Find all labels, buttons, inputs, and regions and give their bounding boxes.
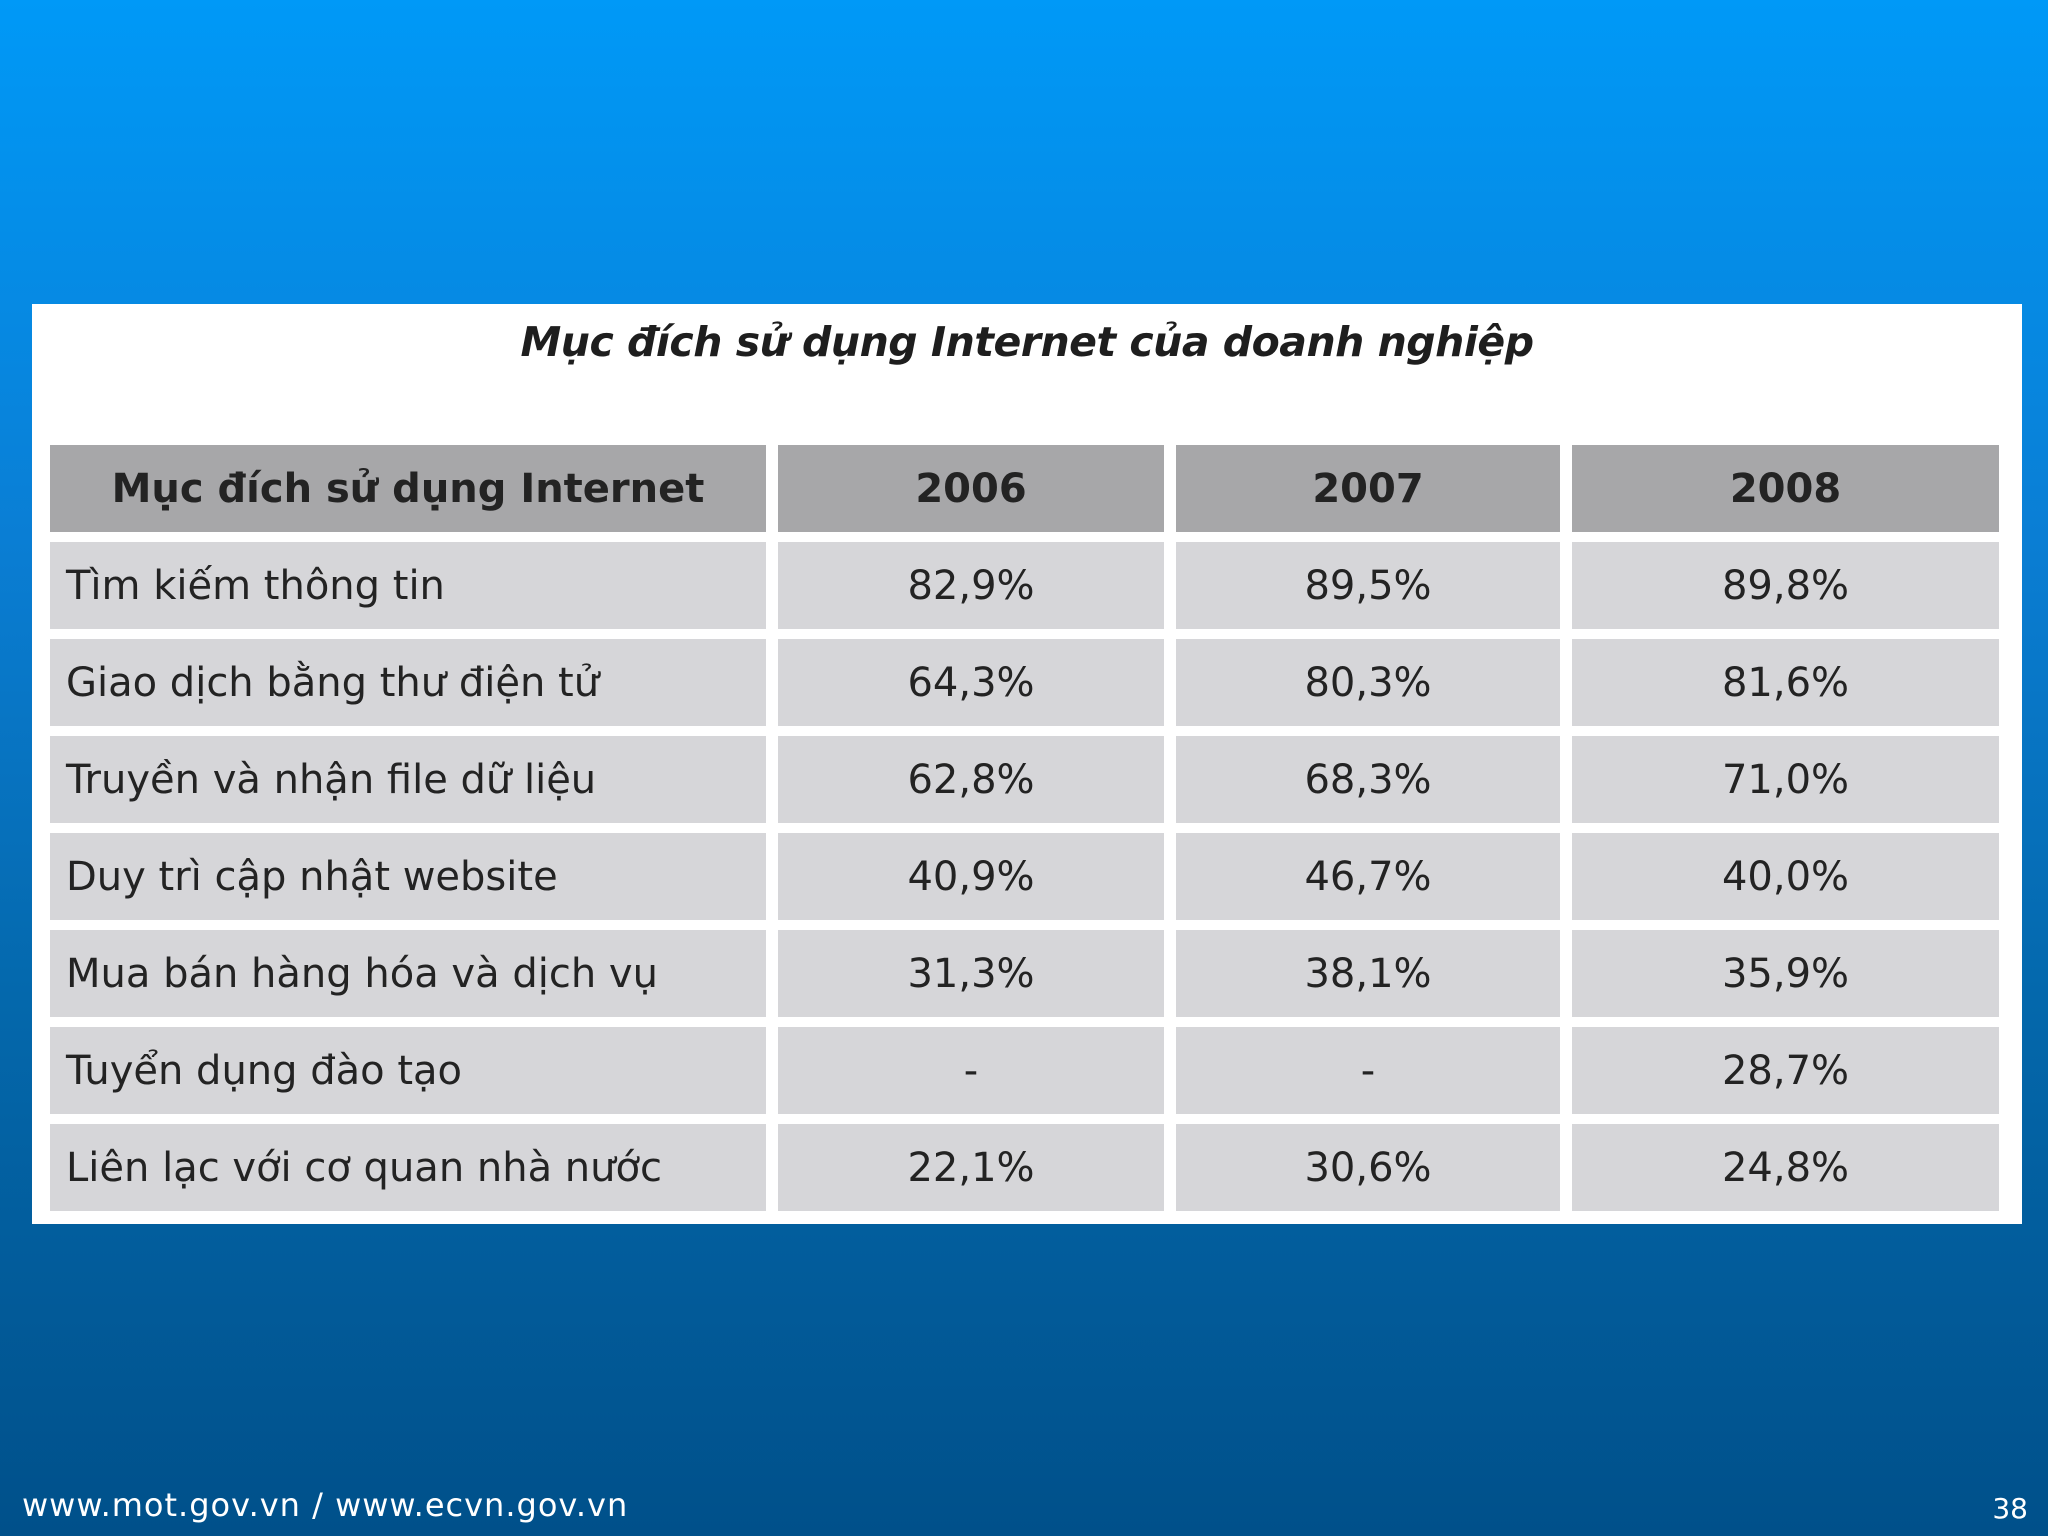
table-cell: 31,3% (778, 930, 1164, 1017)
table-row: Truyền và nhận file dữ liệu 62,8% 68,3% … (50, 736, 1999, 823)
footer-url: www.mot.gov.vn / www.ecvn.gov.vn (22, 1486, 629, 1524)
table-cell: 38,1% (1176, 930, 1560, 1017)
table-cell: 28,7% (1572, 1027, 1999, 1114)
data-table: Mục đích sử dụng Internet 2006 2007 2008… (38, 435, 2011, 1221)
table-row: Tuyển dụng đào tạo - - 28,7% (50, 1027, 1999, 1114)
table-cell: 22,1% (778, 1124, 1164, 1211)
header-row: Mục đích sử dụng Internet 2006 2007 2008 (50, 445, 1999, 532)
table-cell: 81,6% (1572, 639, 1999, 726)
table-cell: 40,0% (1572, 833, 1999, 920)
row-label: Giao dịch bằng thư điện tử (50, 639, 766, 726)
column-header: 2007 (1176, 445, 1560, 532)
table-row: Giao dịch bằng thư điện tử 64,3% 80,3% 8… (50, 639, 1999, 726)
table-cell: 71,0% (1572, 736, 1999, 823)
table-title: Mục đích sử dụng Internet của doanh nghi… (520, 318, 1534, 366)
table-cell: 80,3% (1176, 639, 1560, 726)
table-cell: 35,9% (1572, 930, 1999, 1017)
row-label: Tuyển dụng đào tạo (50, 1027, 766, 1114)
table-cell: 24,8% (1572, 1124, 1999, 1211)
table-cell: 64,3% (778, 639, 1164, 726)
table-row: Mua bán hàng hóa và dịch vụ 31,3% 38,1% … (50, 930, 1999, 1017)
column-header: 2006 (778, 445, 1164, 532)
row-label: Tìm kiếm thông tin (50, 542, 766, 629)
table-cell: 82,9% (778, 542, 1164, 629)
table-cell: - (1176, 1027, 1560, 1114)
table-row: Duy trì cập nhật website 40,9% 46,7% 40,… (50, 833, 1999, 920)
table-row: Liên lạc với cơ quan nhà nước 22,1% 30,6… (50, 1124, 1999, 1211)
table-cell: - (778, 1027, 1164, 1114)
column-header: Mục đích sử dụng Internet (50, 445, 766, 532)
table-cell: 89,5% (1176, 542, 1560, 629)
page-number: 38 (1992, 1492, 2028, 1525)
table-cell: 68,3% (1176, 736, 1560, 823)
table-cell: 40,9% (778, 833, 1164, 920)
row-label: Truyền và nhận file dữ liệu (50, 736, 766, 823)
table-cell: 30,6% (1176, 1124, 1560, 1211)
row-label: Liên lạc với cơ quan nhà nước (50, 1124, 766, 1211)
row-label: Mua bán hàng hóa và dịch vụ (50, 930, 766, 1017)
table-cell: 46,7% (1176, 833, 1560, 920)
table-cell: 62,8% (778, 736, 1164, 823)
table-row: Tìm kiếm thông tin 82,9% 89,5% 89,8% (50, 542, 1999, 629)
table-panel: Mục đích sử dụng Internet của doanh nghi… (32, 304, 2022, 1224)
table-cell: 89,8% (1572, 542, 1999, 629)
row-label: Duy trì cập nhật website (50, 833, 766, 920)
column-header: 2008 (1572, 445, 1999, 532)
